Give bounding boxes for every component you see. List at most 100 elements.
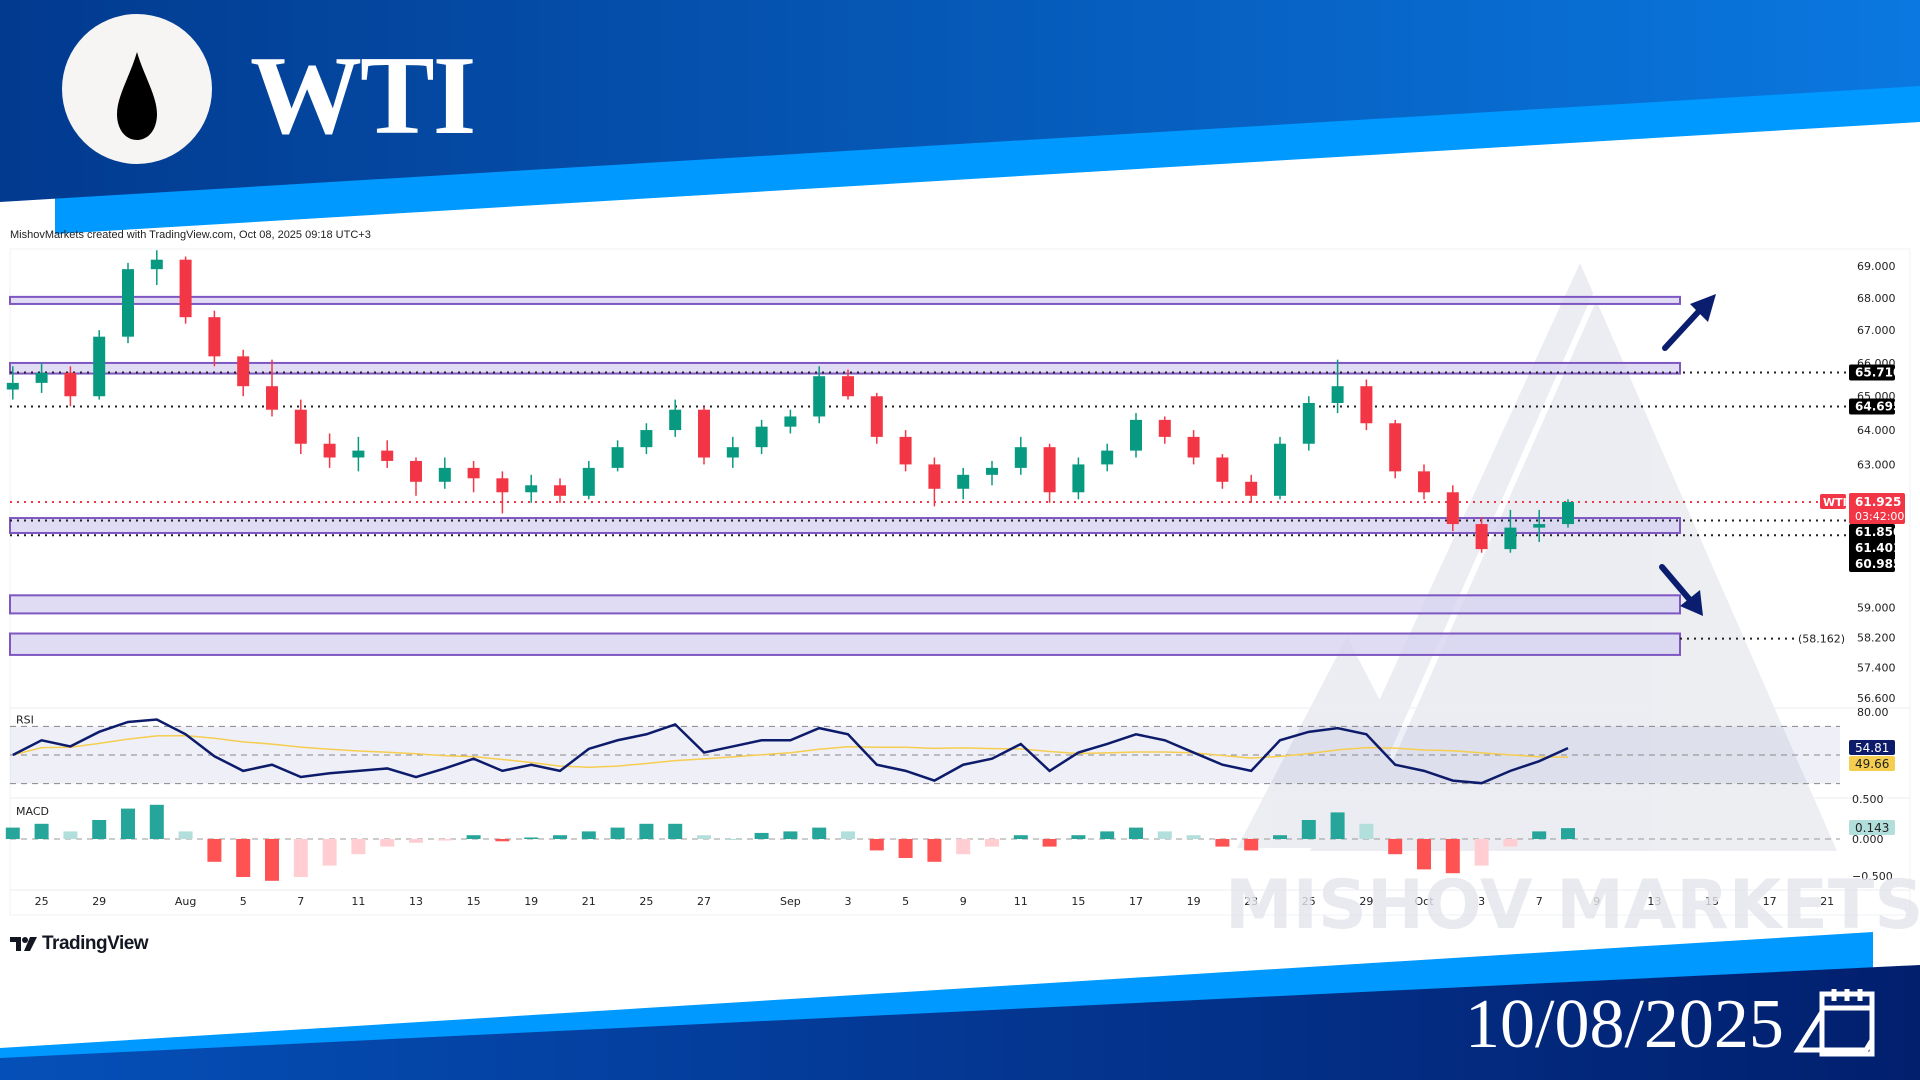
candle-body bbox=[467, 467, 480, 479]
candle-body bbox=[1187, 436, 1200, 458]
candle-body bbox=[352, 450, 365, 458]
date-tick-label: 25 bbox=[639, 895, 653, 908]
target-level-label: (58.162) bbox=[1798, 633, 1845, 646]
rsi-ma-line bbox=[12, 734, 1569, 768]
candle bbox=[899, 430, 912, 472]
candle-body bbox=[122, 269, 134, 337]
candle bbox=[986, 460, 998, 486]
date-tick-label: Aug bbox=[175, 895, 196, 908]
date-tick-label: 29 bbox=[1359, 895, 1373, 908]
candle-body bbox=[438, 467, 451, 482]
candle bbox=[1158, 416, 1171, 444]
tradingview-logo[interactable]: TradingView bbox=[10, 933, 149, 955]
candle bbox=[1446, 485, 1459, 532]
date-tick-label: 17 bbox=[1129, 895, 1143, 908]
price-tick-label: 56.600 bbox=[1857, 692, 1896, 705]
candle-body bbox=[1072, 464, 1085, 493]
report-date: 10/08/2025 bbox=[1465, 986, 1784, 1063]
candle bbox=[6, 366, 19, 400]
date-tick-label: 15 bbox=[1071, 895, 1085, 908]
candle bbox=[1072, 457, 1085, 500]
macd-histogram-bar bbox=[409, 839, 423, 843]
date-tick-label: 15 bbox=[467, 895, 481, 908]
calendar-icon bbox=[1793, 989, 1875, 1057]
macd-histogram-bar bbox=[5, 827, 20, 839]
bar-countdown: 03:42:00 bbox=[1855, 510, 1904, 523]
macd-histogram-bar bbox=[610, 827, 625, 839]
date-tick-label: 9 bbox=[960, 895, 967, 908]
candle bbox=[1130, 413, 1142, 458]
candle-body bbox=[237, 356, 250, 387]
candle-body bbox=[1216, 457, 1229, 482]
page-title: WTI bbox=[250, 34, 476, 158]
date-tick-label: 17 bbox=[1763, 895, 1777, 908]
candle-body bbox=[525, 485, 538, 493]
candle bbox=[1101, 443, 1114, 472]
candle-body bbox=[93, 336, 106, 397]
candle-body bbox=[266, 386, 278, 410]
candle bbox=[352, 436, 365, 472]
date-tick-label: 5 bbox=[902, 895, 909, 908]
support-resistance-zone bbox=[9, 594, 1681, 615]
candle-body bbox=[1446, 492, 1459, 525]
support-resistance-zone bbox=[9, 517, 1681, 534]
candle bbox=[266, 359, 278, 417]
macd-histogram-bar bbox=[1100, 831, 1115, 839]
candle-body bbox=[1562, 501, 1574, 525]
candle-body bbox=[1101, 450, 1114, 465]
candle-body bbox=[323, 443, 336, 458]
macd-histogram-bar bbox=[985, 839, 999, 847]
price-tick-label: 69.000 bbox=[1857, 260, 1896, 273]
macd-histogram-bar bbox=[841, 831, 855, 839]
candle bbox=[669, 399, 682, 437]
macd-histogram-bar bbox=[293, 839, 308, 877]
candle-body bbox=[986, 467, 998, 475]
candle-body bbox=[1130, 419, 1142, 451]
price-tick-label: 64.000 bbox=[1857, 424, 1896, 437]
candle-body bbox=[698, 409, 710, 458]
macd-histogram-bar bbox=[265, 839, 279, 881]
macd-histogram-bar bbox=[812, 827, 827, 839]
rsi-value-badge bbox=[1849, 740, 1895, 755]
candle bbox=[237, 349, 250, 397]
rsi-ma-badge bbox=[1849, 756, 1895, 771]
oil-drop-icon bbox=[117, 52, 157, 140]
date-tick-label: 11 bbox=[1014, 895, 1028, 908]
macd-label: MACD bbox=[16, 805, 49, 818]
candle bbox=[1014, 436, 1027, 475]
candle bbox=[582, 460, 595, 500]
candle-body bbox=[1533, 524, 1546, 528]
symbol-badge bbox=[1820, 493, 1846, 509]
candle-body bbox=[784, 416, 797, 427]
macd-histogram-bar bbox=[869, 839, 884, 851]
candle bbox=[1562, 499, 1574, 528]
date-tick-label: 15 bbox=[1705, 895, 1719, 908]
macd-histogram-bar bbox=[1013, 835, 1028, 839]
candle bbox=[496, 471, 509, 514]
date-tick-label: 25 bbox=[35, 895, 49, 908]
macd-histogram-bar bbox=[322, 839, 337, 866]
macd-histogram-bar bbox=[1129, 827, 1143, 839]
candle-body bbox=[870, 396, 883, 437]
candle-body bbox=[496, 478, 509, 493]
candle bbox=[813, 366, 826, 424]
date-tick-label: 25 bbox=[1302, 895, 1316, 908]
macd-histogram-bar bbox=[1503, 839, 1518, 847]
candle-body bbox=[1389, 423, 1402, 472]
macd-histogram-bar bbox=[1532, 831, 1547, 839]
oil-drop-logo bbox=[62, 14, 212, 164]
candle bbox=[323, 433, 336, 468]
arrow-up-icon bbox=[1662, 294, 1716, 351]
macd-tick-label: 0.500 bbox=[1852, 793, 1884, 806]
macd-histogram-bar bbox=[1215, 839, 1230, 847]
macd-histogram-bar bbox=[34, 823, 49, 839]
macd-histogram-bar bbox=[754, 832, 769, 839]
candle bbox=[179, 256, 192, 324]
date-tick-label: Sep bbox=[780, 895, 801, 908]
macd-histogram-bar bbox=[178, 831, 193, 839]
price-level-badge bbox=[1849, 364, 1895, 381]
macd-histogram-bar bbox=[1244, 839, 1259, 851]
macd-histogram-bar bbox=[581, 831, 596, 839]
watermark-text: MISHOV MARKETS bbox=[1225, 866, 1920, 945]
rsi-value: 54.81 bbox=[1855, 741, 1889, 755]
